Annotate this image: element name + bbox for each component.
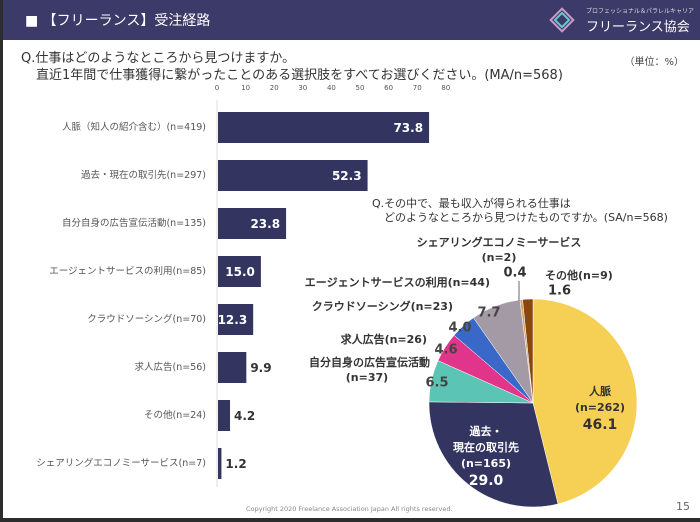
pie-label-n: (n=23)	[411, 300, 453, 313]
pie-label: クラウドソーシング(n=23)	[312, 299, 453, 313]
bar	[218, 352, 247, 383]
pie-slice	[532, 298, 638, 505]
pie-value-label: 46.1	[583, 417, 618, 433]
pie-label: その他(n=9)	[545, 268, 613, 282]
category-label: 求人広告(n=56)	[135, 361, 206, 373]
logo: プロフェッショナル＆パラレルキャリア フリーランス協会	[546, 4, 694, 36]
pie-label-name: 過去・現在の取引先	[453, 424, 519, 454]
category-label: シェアリングエコノミーサービス(n=7)	[36, 457, 206, 469]
pie-label: 求人広告(n=26)	[341, 332, 427, 346]
pie-label-n: (n=262)	[575, 401, 625, 414]
bar-value-label: 52.3	[332, 169, 362, 183]
pie-label-name-part: 現在の取引先	[453, 440, 519, 454]
pie-label-name: 求人広告	[341, 332, 385, 346]
bar	[218, 400, 231, 431]
pie-value-label: 29.0	[469, 473, 504, 489]
pie-value-label: 6.5	[425, 376, 448, 391]
pie-label-name: 人脈	[589, 384, 611, 398]
pie-label-name: クラウドソーシング	[312, 299, 411, 313]
bar	[218, 304, 254, 335]
logo-icon	[549, 7, 575, 33]
slide: ■ 【フリーランス】受注経路 プロフェッショナル＆パラレルキャリア フリーランス…	[3, 0, 700, 518]
pie-value-label: 7.7	[477, 306, 500, 321]
header-bar: ■ 【フリーランス】受注経路 プロフェッショナル＆パラレルキャリア フリーランス…	[3, 0, 700, 40]
pie-label-name: エージェントサービスの利用	[305, 275, 448, 289]
bar	[218, 112, 430, 143]
x-tick-label: 0	[215, 84, 219, 92]
copyright: Copyright 2020 Freelance Association Jap…	[246, 505, 453, 513]
pie-value-label: 1.6	[548, 284, 571, 299]
pie-value-label: 4.6	[434, 343, 457, 358]
bar-value-label: 1.2	[225, 457, 246, 471]
x-tick-label: 80	[441, 84, 450, 92]
x-tick-label: 30	[298, 84, 307, 92]
bar	[218, 208, 287, 239]
x-tick-label: 40	[327, 84, 336, 92]
pie-label-n: (n=165)	[461, 457, 511, 470]
pie-label-n: (n=37)	[346, 371, 388, 384]
pie-label-n: (n=2)	[482, 251, 517, 264]
question1-line2: 直近1年間で仕事獲得に繋がったことのある選択肢をすべてお選びください。(MA/n…	[36, 68, 563, 83]
logo-name: フリーランス協会	[586, 20, 690, 35]
logo-subtitle: プロフェッショナル＆パラレルキャリア	[586, 8, 695, 15]
bar	[218, 256, 261, 287]
x-tick-label: 10	[241, 84, 250, 92]
question1-line1: Q.仕事はどのようなところから見つけますか。	[21, 51, 296, 66]
question2-line1: Q.その中で、最も収入が得られる仕事は	[372, 197, 571, 210]
page-number: 15	[676, 500, 690, 513]
pie-slice	[428, 401, 559, 508]
pie-label-n: (n=44)	[448, 276, 490, 289]
pie-label-name: シェアリングエコノミーサービス	[417, 235, 582, 249]
pie-label-n: (n=9)	[578, 269, 613, 282]
bar	[218, 160, 368, 191]
bar-value-label: 15.0	[225, 265, 255, 279]
bar-value-label: 4.2	[234, 409, 255, 423]
bar-value-label: 12.3	[218, 313, 248, 327]
x-tick-label: 50	[356, 84, 365, 92]
category-label: 人脈（知人の紹介含む）(n=419)	[62, 121, 206, 133]
pie-label-name-part: 過去・	[469, 424, 503, 438]
category-label: 自分自身の広告宣伝活動(n=135)	[62, 217, 206, 229]
category-label: 過去・現在の取引先(n=297)	[81, 169, 206, 181]
category-label: その他(n=24)	[144, 409, 206, 421]
bar-value-label: 9.9	[250, 361, 271, 375]
bar	[218, 448, 222, 479]
pie-slice	[522, 298, 534, 404]
pie-value-label: 4.0	[448, 321, 471, 336]
x-tick-label: 20	[270, 84, 279, 92]
pie-label-name: その他	[545, 268, 578, 282]
pie-value-label: 0.4	[503, 266, 526, 281]
pie-label-name: 自分自身の広告宣伝活動	[309, 355, 430, 369]
category-label: エージェントサービスの利用(n=85)	[49, 265, 206, 277]
pie-label: エージェントサービスの利用(n=44)	[305, 275, 490, 289]
chart-canvas: 0 10 20 30 40 50 60 70 80 人脈（知人の紹介含む）(n=419) 73.8 過…	[36, 84, 638, 508]
x-tick-label: 60	[384, 84, 393, 92]
pie-label-n: (n=26)	[385, 333, 427, 346]
unit-label: （単位：%）	[624, 57, 684, 68]
bar-value-label: 23.8	[250, 217, 280, 231]
category-label: クラウドソーシング(n=70)	[87, 313, 206, 325]
x-tick-label: 70	[413, 84, 422, 92]
slide-title: ■ 【フリーランス】受注経路	[25, 13, 211, 29]
bar-value-label: 73.8	[393, 121, 423, 135]
question2-line2: どのようなところから見つけたものですか。(SA/n=568)	[384, 211, 668, 224]
